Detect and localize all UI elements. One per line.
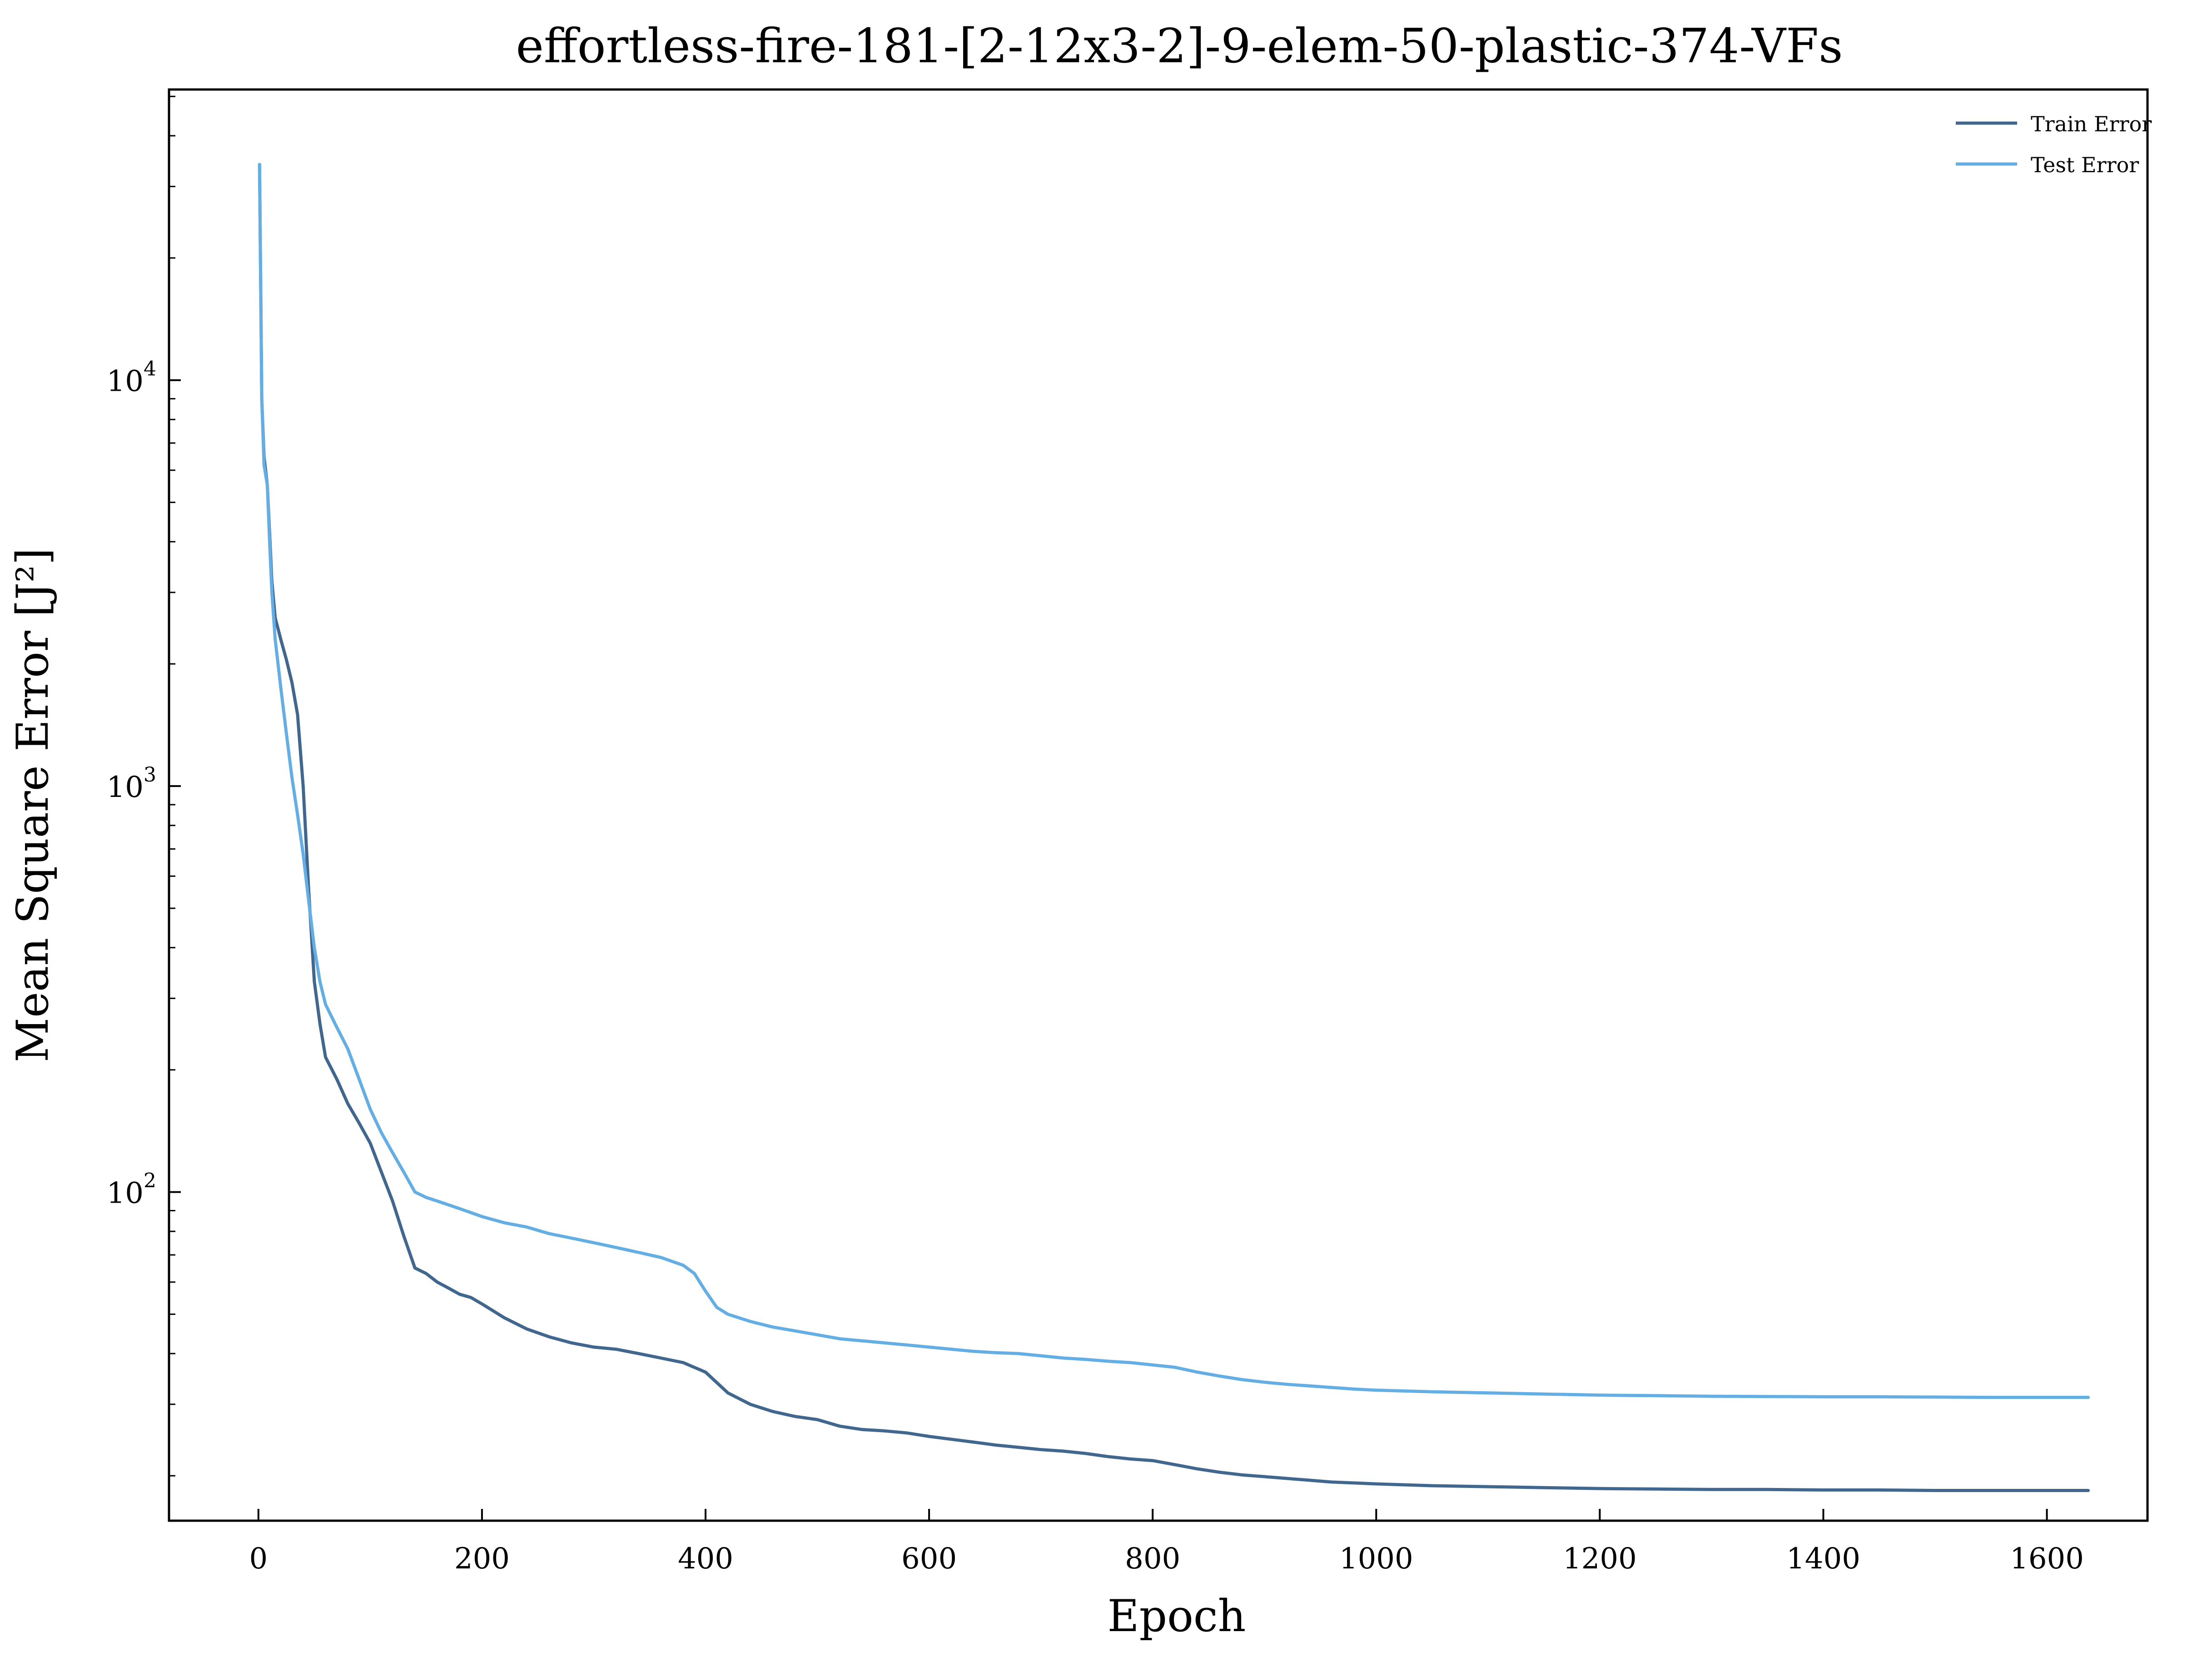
chart-title: effortless-fire-181-[2-12x3-2]-9-elem-50… (516, 18, 1843, 74)
x-tick-label: 400 (678, 1542, 733, 1576)
y-tick-label: 104 (107, 358, 156, 398)
x-tick-label: 1400 (1786, 1542, 1860, 1576)
y-axis: 102 103 104 (107, 95, 181, 1477)
series-line (258, 163, 2090, 1492)
y-tick-label: 103 (107, 763, 156, 804)
x-tick-label: 600 (901, 1542, 957, 1576)
legend: Train Error Test Error (1956, 112, 2152, 177)
plot-frame (168, 88, 2149, 1522)
x-axis-label: Epoch (1108, 1591, 1246, 1642)
series-line (258, 163, 2090, 1399)
series-layer (258, 163, 2090, 1492)
x-tick-label: 0 (249, 1542, 268, 1576)
y-axis-label: Mean Square Error [J²] (7, 548, 58, 1062)
x-axis: 0 200 400 600 800 1000 1200 1400 1600 (249, 1509, 2084, 1576)
x-tick-label: 200 (454, 1542, 510, 1576)
y-tick-label: 102 (107, 1169, 156, 1210)
x-tick-label: 800 (1125, 1542, 1180, 1576)
x-tick-label: 1200 (1563, 1542, 1637, 1576)
x-tick-label: 1000 (1339, 1542, 1413, 1576)
legend-label: Test Error (2031, 153, 2139, 177)
x-tick-label: 1600 (2010, 1542, 2084, 1576)
plot-area (168, 88, 2149, 1522)
legend-label: Train Error (2031, 112, 2152, 136)
